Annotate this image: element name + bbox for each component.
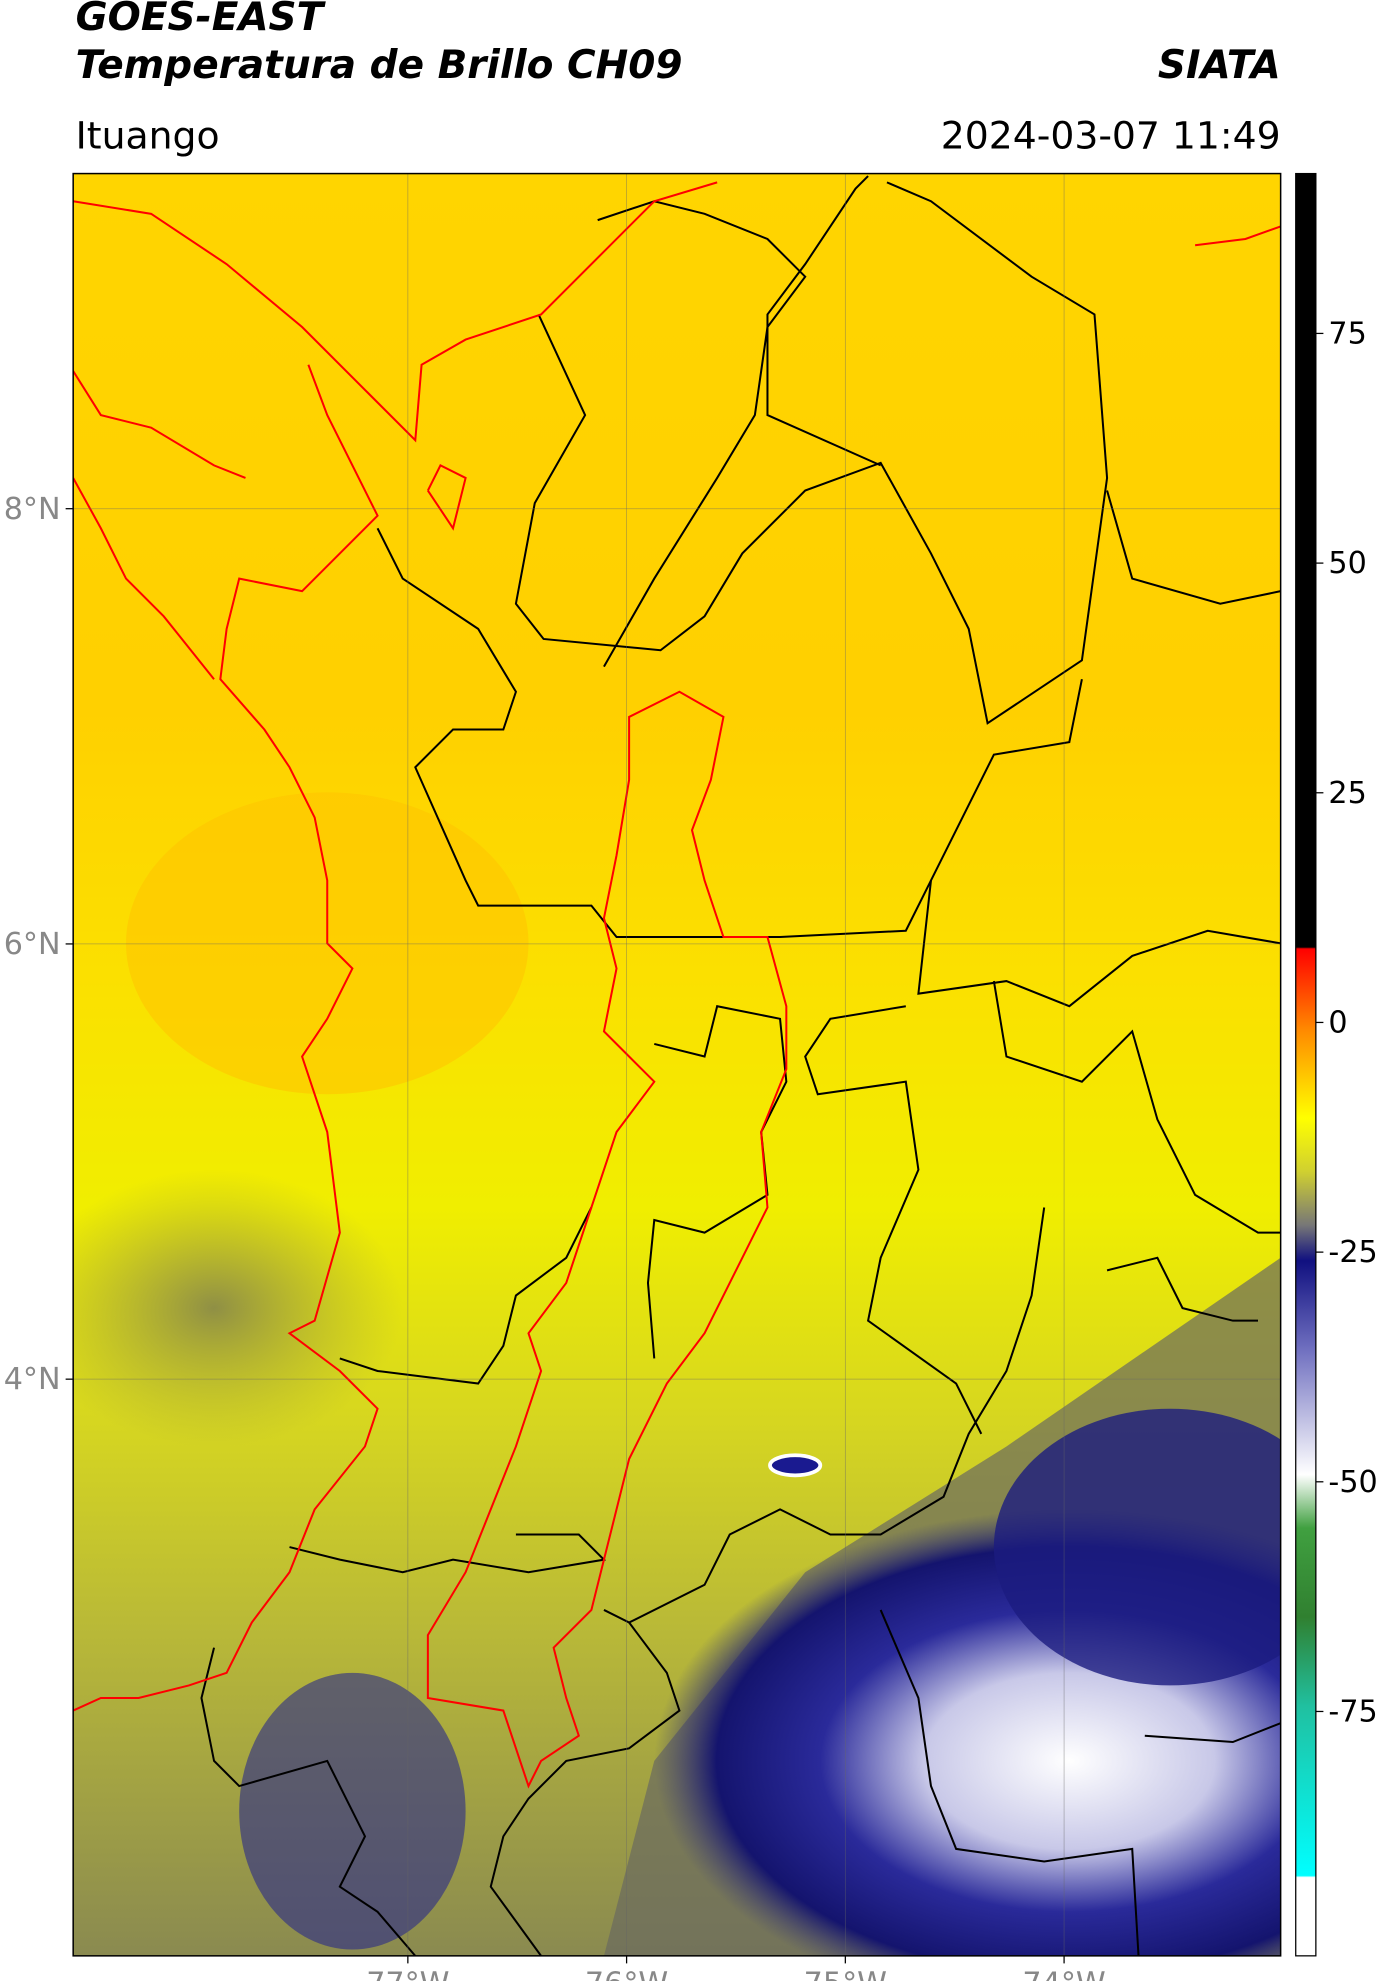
colorbar-tick-label: -50	[1328, 1465, 1377, 1500]
x-tick-label: 74°W	[1022, 1967, 1105, 1981]
colorbar-tick-label: -25	[1328, 1235, 1377, 1270]
labels: 77°W 76°W 75°W 74°W 8°N 6°N 4°N 75 50 25 0 -25 -50 -7…	[4, 316, 1378, 1981]
y-tick-label: 8°N	[4, 492, 61, 527]
map-frame	[72, 172, 1282, 1957]
datetime: 2024-03-07 11:49	[941, 113, 1281, 157]
x-tick-label: 75°W	[804, 1967, 887, 1981]
subtitle: Temperatura de Brillo CH09	[76, 43, 683, 88]
colorbar-tick-label: 25	[1328, 776, 1366, 811]
x-tick-label: 77°W	[366, 1967, 449, 1981]
map	[73, 173, 1281, 1956]
title: GOES-EAST	[76, 0, 327, 40]
x-tick-label: 76°W	[585, 1967, 668, 1981]
colorbar-tick-label: 50	[1328, 546, 1366, 581]
cold-cloud	[768, 1453, 823, 1478]
graticule	[73, 173, 1281, 1956]
location: Ituango	[76, 113, 220, 157]
olive-area	[73, 1169, 403, 1447]
brand: SIATA	[1158, 43, 1281, 88]
cold-cloud	[993, 1408, 1281, 1686]
y-tick-label: 4°N	[4, 1362, 61, 1397]
coastline	[73, 181, 1281, 1789]
colorbar-tick-label: -75	[1328, 1695, 1377, 1730]
boundaries	[200, 175, 1281, 1956]
colorbar-tick-label: 75	[1328, 316, 1366, 351]
y-tick-label: 6°N	[4, 927, 61, 962]
colorbar-tick-label: 0	[1328, 1006, 1347, 1041]
colorbar	[1295, 172, 1317, 1957]
